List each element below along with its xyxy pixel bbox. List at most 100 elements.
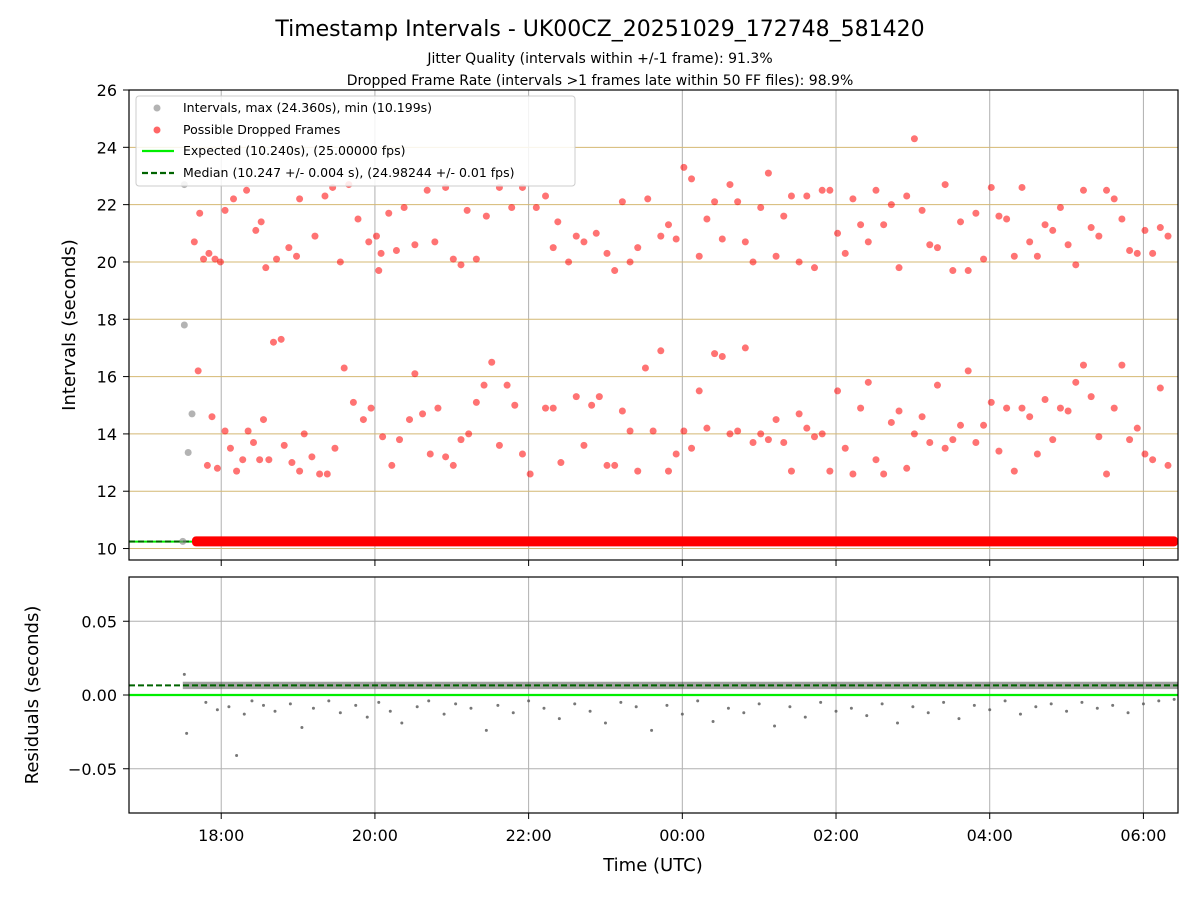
dropped-frame-point	[872, 186, 880, 194]
residual-point	[757, 702, 761, 706]
dropped-frame-point	[1110, 195, 1118, 203]
dropped-frame-point	[532, 204, 540, 211]
residuals-data	[129, 672, 1179, 757]
dropped-frame-point	[711, 198, 719, 206]
dropped-frame-point	[1095, 433, 1103, 441]
dropped-frame-point	[572, 393, 580, 401]
intervals-grid	[129, 89, 1178, 560]
dropped-frame-point	[841, 249, 849, 257]
dropped-frame-point	[280, 441, 288, 449]
dropped-frame-point	[603, 461, 611, 469]
residual-point	[542, 706, 546, 710]
dropped-frame-point	[503, 381, 511, 389]
dropped-frame-point	[1056, 204, 1064, 211]
dropped-frame-point	[230, 195, 238, 203]
dropped-frame-point	[388, 461, 396, 469]
dropped-frame-point	[987, 398, 995, 406]
dropped-frame-point	[941, 181, 949, 189]
residual-point	[338, 711, 342, 715]
dropped-frame-point	[296, 467, 304, 475]
dropped-frame-point	[449, 255, 457, 263]
legend: Intervals, max (24.360s), min (10.199s) …	[135, 95, 576, 187]
intervals-y-tick-label: 10	[97, 540, 117, 559]
dropped-frame-point	[1118, 361, 1126, 369]
dropped-frame-point	[211, 255, 219, 263]
chart-title: Timestamp Intervals - UK00CZ_20251029_17…	[274, 17, 924, 42]
dropped-frame-point	[695, 252, 703, 260]
dropped-frame-point	[688, 444, 696, 452]
dropped-frame-point	[1126, 436, 1134, 444]
dropped-frame-point	[269, 338, 277, 346]
residual-point	[484, 728, 488, 732]
legend-red-marker	[153, 126, 161, 134]
residual-point	[803, 715, 807, 719]
dropped-frame-point	[216, 258, 224, 266]
dropped-frame-point	[411, 241, 419, 249]
residuals-y-tick-label: −0.05	[68, 760, 117, 779]
dropped-frame-point	[588, 401, 596, 409]
dropped-frame-point	[406, 416, 414, 424]
dropped-frame-point	[595, 393, 603, 401]
dropped-frame-point	[680, 427, 688, 435]
dropped-frame-point	[611, 267, 619, 275]
residual-point	[1111, 703, 1115, 707]
residual-point	[726, 706, 730, 710]
intervals-y-tick-label: 22	[97, 196, 117, 215]
dropped-frame-point	[657, 232, 665, 240]
residual-point	[327, 699, 331, 703]
intervals-y-tick-label: 16	[97, 368, 117, 387]
residual-point	[1126, 711, 1130, 715]
dropped-frame-point	[1141, 226, 1149, 234]
dropped-frame-point	[964, 267, 972, 275]
x-axis-label: Time (UTC)	[602, 855, 703, 876]
dropped-frame-point	[672, 235, 680, 243]
dropped-frame-point	[695, 387, 703, 395]
dropped-frame-point	[419, 410, 427, 418]
dropped-frame-point	[910, 135, 918, 143]
dropped-frame-point	[396, 436, 404, 444]
dropped-frame-point	[442, 453, 450, 461]
dropped-frame-point	[203, 461, 211, 469]
dropped-frame-point	[221, 427, 229, 435]
dropped-frame-point	[764, 169, 772, 177]
residual-point	[849, 706, 853, 710]
x-tick-label: 06:00	[1120, 826, 1166, 845]
residual-point	[388, 709, 392, 713]
dropped-frame-point	[903, 192, 911, 200]
dropped-frame-point	[787, 467, 795, 475]
dropped-frame-point	[618, 198, 626, 206]
dropped-frame-point	[749, 439, 757, 446]
residual-point	[454, 702, 458, 706]
dropped-frame-point	[239, 456, 247, 464]
dropped-frame-point	[1041, 221, 1049, 229]
x-tick-label: 04:00	[967, 826, 1013, 845]
residual-point	[527, 699, 531, 703]
residuals-panel: 0.05 0.00 −0.05 18:00 20:00 22:00 00:00 02:00 0…	[22, 576, 1179, 876]
dropped-frame-point	[488, 358, 496, 366]
dropped-frame-point	[649, 427, 657, 435]
dropped-frame-point	[1164, 232, 1172, 240]
dropped-frame-point	[463, 206, 471, 214]
dropped-frame-point	[257, 218, 265, 226]
dropped-frame-point	[411, 370, 419, 378]
dropped-frame-point	[864, 238, 872, 246]
dropped-frame-point	[1141, 450, 1149, 458]
dropped-frame-point	[1049, 436, 1057, 444]
intervals-data	[129, 135, 1178, 547]
dropped-frame-point	[741, 238, 749, 246]
dropped-frame-point	[349, 398, 357, 406]
intervals-y-tick-label: 20	[97, 253, 117, 272]
dropped-frame-point	[205, 249, 213, 257]
x-tick-label: 18:00	[198, 826, 244, 845]
dropped-frame-point	[423, 186, 431, 194]
dropped-frame-point	[880, 221, 888, 229]
residual-point	[603, 721, 607, 725]
residual-point	[788, 705, 792, 709]
intervals-plot-frame	[128, 89, 1179, 561]
dropped-frame-point	[1033, 450, 1041, 458]
residual-point	[1172, 697, 1176, 701]
dropped-frame-point	[1064, 407, 1072, 415]
dropped-frame-point	[926, 241, 934, 249]
legend-intervals-label: Intervals, max (24.360s), min (10.199s)	[183, 100, 432, 115]
residual-point	[242, 712, 246, 716]
